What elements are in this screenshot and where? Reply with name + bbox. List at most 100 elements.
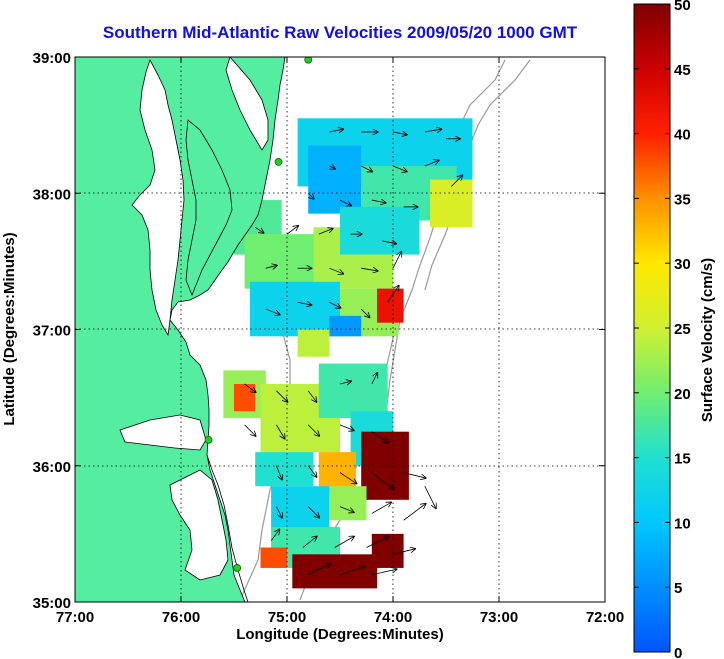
colorbar-tick-label: 30	[674, 256, 691, 273]
velocity-arrow	[339, 199, 351, 206]
velocity-arrow	[308, 564, 330, 576]
velocity-arrow	[307, 424, 319, 436]
velocity-arrow	[276, 465, 282, 480]
grid-lines	[75, 57, 605, 602]
coverage-patch	[234, 384, 256, 412]
velocity-arrow	[276, 506, 282, 518]
coverage-patch	[430, 179, 473, 228]
velocity-arrow	[297, 302, 312, 305]
velocity-arrow	[307, 192, 314, 199]
velocity-arrow	[424, 161, 439, 167]
velocity-arrow	[270, 530, 279, 541]
velocity-arrow	[403, 472, 426, 479]
colorbar-tick-label: 45	[674, 62, 691, 79]
velocity-arrow	[361, 165, 372, 172]
velocity-arrow	[254, 226, 263, 233]
velocity-arrow	[392, 165, 407, 172]
colorbar-tick-label: 25	[674, 321, 691, 338]
velocity-arrow	[392, 132, 407, 135]
colorbar-tick-label: 35	[674, 191, 691, 208]
x-tick-label: 76:00	[162, 609, 200, 626]
velocity-arrow	[424, 129, 442, 132]
y-tick-label: 37:00	[33, 323, 71, 340]
y-axis-label: Latitude (Degrees:Minutes)	[1, 232, 18, 425]
y-tick-label: 38:00	[33, 186, 71, 203]
coverage-patch	[244, 234, 314, 289]
velocity-arrow	[366, 537, 389, 548]
colorbar-ticks: 0 5 10 15 20 25 30 35 40 45 50	[634, 0, 691, 659]
colorbar-tick-label: 40	[674, 127, 691, 144]
velocity-arrow	[339, 506, 354, 513]
colorbar-tick-label: 5	[674, 580, 682, 597]
coverage-patch	[292, 554, 378, 589]
plot-area	[75, 57, 605, 602]
velocity-arrow	[307, 390, 316, 402]
y-tick-label: 35:00	[33, 595, 71, 612]
velocity-arrow	[307, 506, 319, 518]
velocity-arrow	[286, 226, 298, 235]
colorbar-label: Surface Velocity (cm/s)	[699, 258, 716, 422]
eastern-shore	[185, 119, 233, 297]
velocity-arrow	[265, 265, 277, 268]
colorbar	[633, 3, 671, 653]
x-tick-label: 77:00	[56, 609, 94, 626]
velocity-arrow	[371, 472, 394, 490]
velocity-arrow	[318, 229, 333, 235]
velocity-arrow	[302, 537, 317, 548]
velocity-arrow	[339, 567, 365, 576]
x-tick-label: 75:00	[268, 609, 306, 626]
y-tick-label: 36:00	[33, 459, 71, 476]
velocity-arrow	[424, 486, 436, 508]
colorbar-tick-label: 15	[674, 451, 691, 468]
velocity-arrow	[329, 301, 340, 308]
velocity-arrow	[371, 373, 378, 385]
colorbar-tick-label: 20	[674, 386, 691, 403]
velocity-arrow	[265, 308, 280, 315]
colorbar-tick-label: 0	[674, 645, 682, 659]
velocity-arrow	[339, 381, 351, 384]
velocity-arrow	[360, 308, 369, 317]
delaware-bay	[225, 57, 269, 151]
x-axis-ticks: 77:00 76:00 75:00 74:00 73:00 72:00	[56, 57, 624, 626]
velocity-arrow	[329, 129, 343, 132]
x-tick-label: 72:00	[586, 609, 624, 626]
velocity-arrow	[334, 537, 354, 548]
velocity-arrow	[392, 549, 415, 555]
velocity-arrow	[371, 200, 386, 203]
colorbar-tick-label: 50	[674, 0, 691, 14]
velocity-arrow	[244, 383, 256, 392]
coverage-patch	[371, 533, 404, 568]
velocity-arrow	[382, 241, 396, 244]
coverage-patch	[308, 145, 362, 214]
velocity-arrow	[307, 465, 316, 477]
velocity-arrow	[244, 424, 256, 436]
coverage-patch	[297, 329, 330, 357]
coverage-patch	[329, 315, 362, 337]
map-title: Southern Mid-Atlantic Raw Velocities 200…	[102, 23, 578, 42]
coverage-patch	[260, 547, 287, 568]
x-tick-label: 74:00	[374, 609, 412, 626]
station-marker	[233, 564, 242, 572]
coverage-patch	[340, 206, 420, 255]
coverage-patch	[249, 281, 340, 337]
x-tick-label: 73:00	[480, 609, 518, 626]
velocity-arrow	[329, 166, 335, 169]
station-marker	[204, 435, 213, 444]
station-marker	[274, 158, 283, 166]
coverage-patch	[255, 452, 314, 487]
y-tick-label: 39:00	[33, 50, 71, 67]
coverage-patch	[271, 486, 330, 534]
velocity-arrow	[451, 175, 462, 187]
velocity-arrow	[392, 252, 401, 269]
coverage-patch	[329, 486, 367, 521]
velocity-arrow	[276, 424, 284, 439]
velocity-arrow	[339, 424, 354, 431]
x-axis-label: Longitude (Degrees:Minutes)	[236, 626, 444, 643]
velocity-arrow	[276, 390, 287, 402]
outer-banks	[206, 454, 249, 602]
colorbar-tick-label: 10	[674, 515, 691, 532]
coverage-patches	[223, 118, 473, 589]
velocity-vectors	[244, 129, 463, 576]
coverage-patch	[318, 363, 388, 419]
